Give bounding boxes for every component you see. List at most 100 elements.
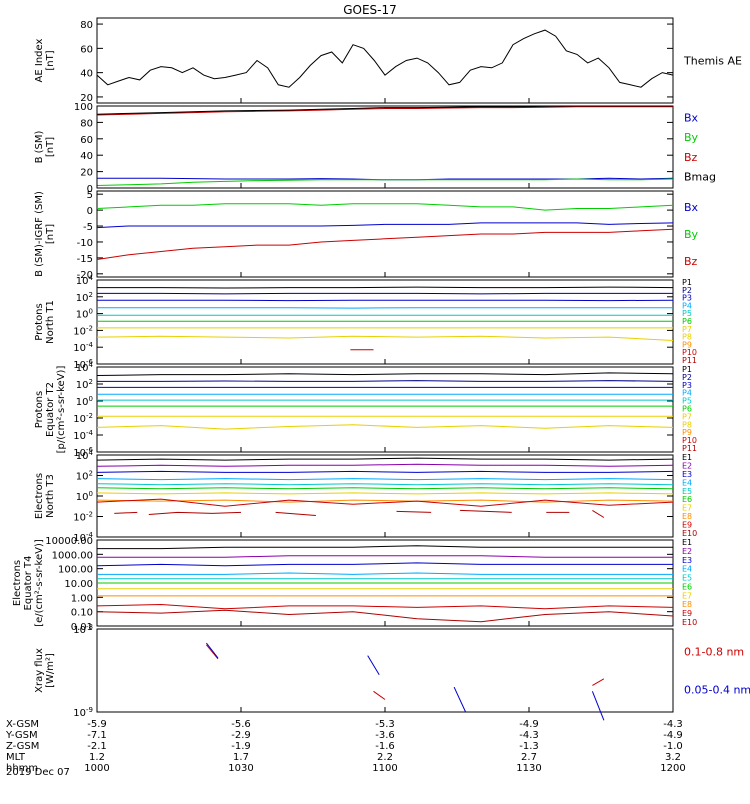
y-tick-label: 10-4 (73, 429, 93, 442)
legend-e5: E5 (682, 574, 692, 583)
panel-frame (97, 629, 673, 712)
y-tick-label: 100 (76, 395, 93, 408)
y-tick-label: 102 (76, 291, 93, 304)
series-bz (97, 229, 673, 259)
legend-themis-ae: Themis AE (683, 55, 742, 68)
y-tick-label: 40 (80, 69, 93, 80)
legend-e7: E7 (682, 591, 692, 600)
legend-e6: E6 (682, 582, 692, 591)
series-p1 (97, 287, 673, 288)
bottom-row-label: Z-GSM (6, 741, 39, 752)
bottom-row-value: -1.3 (519, 741, 539, 752)
legend-e3: E3 (682, 556, 692, 565)
bottom-row-value: -5.6 (231, 719, 251, 730)
y-tick-label: 10.00 (64, 579, 93, 590)
legend-bz: Bz (684, 255, 698, 268)
bottom-row-value: -7.1 (87, 730, 107, 741)
legend-e4: E4 (682, 565, 692, 574)
series-bx (97, 223, 673, 228)
panel-frame (97, 280, 673, 364)
y-axis-label: [W/m²] (45, 653, 56, 688)
bottom-row-value: 1100 (372, 763, 397, 774)
y-axis-label: [nT] (45, 224, 56, 244)
y-axis-label: Protons (34, 391, 45, 428)
series-e2 (97, 556, 673, 557)
y-axis-label: Xray flux (34, 648, 45, 693)
bottom-row-value: -4.3 (519, 730, 539, 741)
series-by (97, 204, 673, 210)
y-tick-label: 5 (87, 190, 93, 201)
y-tick-label: 100 (76, 490, 93, 503)
bottom-row-value: -1.9 (231, 741, 251, 752)
legend-bmag: Bmag (684, 170, 716, 183)
legend-p11: P11 (682, 444, 697, 453)
y-tick-label: 60 (80, 135, 93, 146)
series-e10-segment (460, 510, 512, 512)
y-axis-label: Equator T4 (23, 556, 34, 611)
legend-0-05-0-4-nm: 0.05-0.4 nm (684, 683, 750, 696)
legend-e8: E8 (682, 600, 692, 609)
y-tick-label: -10 (77, 238, 93, 249)
series-p8 (97, 425, 673, 429)
bottom-row-value: 3.2 (665, 752, 681, 763)
series-0-05-0-4-nm-segment (368, 656, 380, 675)
series-0-05-0-4-nm-segment (454, 687, 466, 712)
bottom-row-value: -5.9 (87, 719, 107, 730)
series-0-1-0-8-nm-segment (374, 691, 386, 699)
date-label: 2019 Dec 07 (6, 767, 70, 778)
series-e10-segment (592, 510, 604, 517)
y-tick-label: 10000.00 (45, 536, 93, 547)
series-e4 (97, 573, 673, 574)
y-axis-label: Protons (34, 303, 45, 340)
legend-e10: E10 (682, 529, 697, 538)
bottom-row-label: X-GSM (6, 719, 39, 730)
bottom-row-value: -1.0 (663, 741, 683, 752)
y-tick-label: 102 (76, 470, 93, 483)
y-axis-label: Electrons (34, 473, 45, 519)
series-p2 (97, 381, 673, 382)
series-e5 (97, 484, 673, 485)
y-tick-label: 104 (76, 361, 94, 374)
series-p2 (97, 293, 673, 294)
y-axis-label: B (SM)-IGRF (SM) (34, 191, 45, 277)
bottom-row-label: MLT (6, 752, 26, 763)
legend-e10: E10 (682, 618, 697, 627)
y-tick-label: 1000.00 (52, 550, 93, 561)
y-axis-label: North T3 (45, 474, 56, 518)
series-e10-segment (149, 512, 241, 514)
bottom-axis-labels: X-GSM-5.9-5.6-5.3-4.9-4.3Y-GSM-7.1-2.9-3… (5, 719, 686, 774)
y-axis-label: [nT] (45, 137, 56, 157)
series-e10-segment (114, 512, 137, 513)
y-axis-label: B (SM) (34, 130, 45, 163)
y-axis-label: Electrons (12, 560, 23, 606)
y-tick-label: 10-2 (73, 412, 93, 425)
bottom-row-value: 2.2 (377, 752, 393, 763)
panel-frame (97, 18, 673, 103)
legend-e2: E2 (682, 547, 692, 556)
series-0-05-0-4-nm-segment (592, 691, 604, 720)
series-0-1-0-8-nm-segment (592, 679, 604, 686)
y-axis-label: [nT] (45, 50, 56, 70)
y-tick-label: 100 (76, 308, 93, 321)
series-e2 (97, 464, 673, 466)
y-tick-label: 102 (76, 378, 93, 391)
series-e3 (97, 471, 673, 472)
series-p8 (97, 336, 673, 340)
y-tick-label: 0.10 (71, 608, 93, 619)
y-tick-label: 80 (80, 118, 93, 129)
y-tick-label: -5 (83, 222, 93, 233)
legend-0-1-0-8-nm: 0.1-0.8 nm (684, 646, 744, 659)
series-e4 (97, 479, 673, 480)
y-tick-label: -15 (77, 254, 93, 265)
bottom-row-value: -2.9 (231, 730, 251, 741)
y-axis-label: [p/(cm²-s-sr-keV)] (56, 366, 67, 454)
panel-7: 0.010.101.0010.00100.001000.0010000.00El… (12, 536, 697, 633)
